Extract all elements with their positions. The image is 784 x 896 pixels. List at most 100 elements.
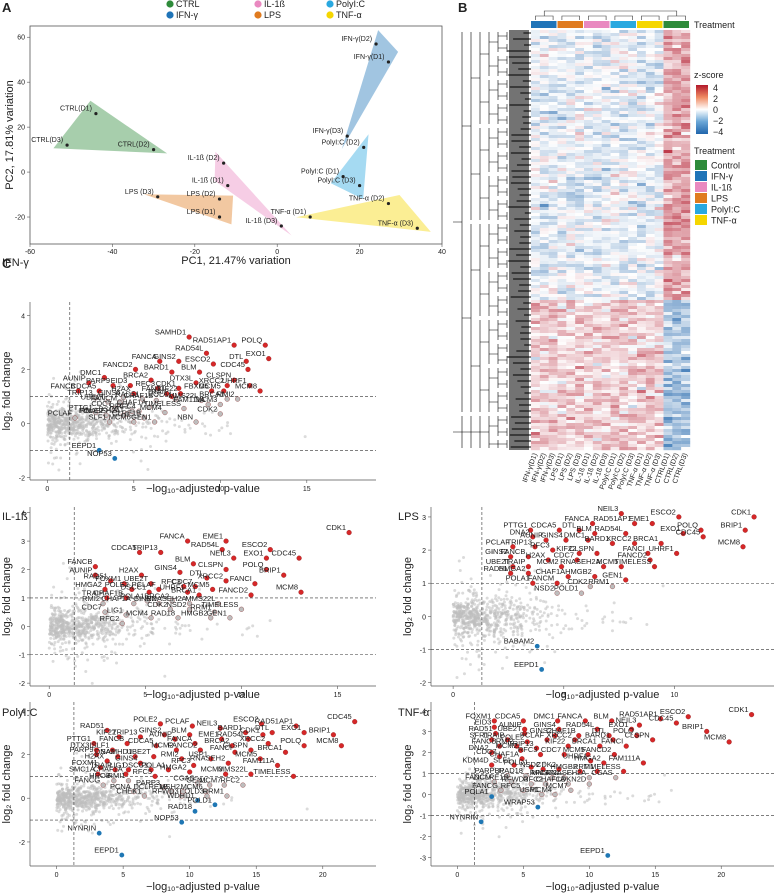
- pca-point: [65, 143, 69, 147]
- heatmap-cell: [592, 63, 602, 67]
- heatmap-cell: [628, 30, 638, 34]
- heatmap-cell: [663, 96, 673, 100]
- ns-point: [78, 370, 82, 374]
- heatmap-cell: [681, 372, 691, 376]
- ns-point: [127, 632, 131, 636]
- heatmap-cell: [619, 123, 629, 127]
- heatmap-cell: [645, 45, 655, 49]
- pca-point-label: CTRL(D3): [31, 137, 63, 144]
- heatmap-cell: [681, 309, 691, 313]
- heatmap-cell: [663, 444, 673, 448]
- ns-point: [79, 638, 83, 642]
- ns-point: [544, 627, 548, 631]
- heatmap-cell: [539, 237, 549, 241]
- heatmap-cell: [654, 273, 664, 277]
- ns-point: [481, 607, 485, 611]
- heatmap-cell: [637, 231, 647, 235]
- ns-point: [460, 605, 464, 609]
- ns-point: [90, 636, 94, 640]
- ns-point: [482, 662, 486, 666]
- heatmap-cell: [645, 327, 655, 331]
- zscore-tick: 4: [713, 83, 718, 93]
- heatmap-cell: [575, 321, 585, 325]
- gene-point: [223, 538, 229, 544]
- heatmap-cell: [584, 228, 594, 232]
- x-tick-label: 0: [275, 249, 279, 256]
- heatmap-cell: [663, 156, 673, 160]
- ns-point: [76, 607, 80, 611]
- ns-point: [544, 600, 548, 604]
- heatmap-cell: [654, 441, 664, 445]
- heatmap-cell: [584, 87, 594, 91]
- heatmap-cell: [584, 288, 594, 292]
- heatmap-cell: [637, 432, 647, 436]
- heatmap-cell: [681, 75, 691, 79]
- heatmap-cell: [637, 234, 647, 238]
- heatmap-cell: [557, 270, 567, 274]
- gene-label: BRCA1: [633, 534, 658, 543]
- heatmap-cell: [681, 249, 691, 253]
- heatmap-cell: [637, 39, 647, 43]
- heatmap-cell: [672, 312, 682, 316]
- heatmap-cell: [539, 162, 549, 166]
- heatmap-cell: [601, 102, 611, 106]
- heatmap-cell: [548, 234, 558, 238]
- zscore-colorbar: [696, 85, 708, 134]
- heatmap-cell: [619, 39, 629, 43]
- heatmap-cell: [548, 120, 558, 124]
- heatmap-cell: [566, 87, 576, 91]
- heatmap-cell: [645, 207, 655, 211]
- x-tick-label: 5: [562, 692, 566, 699]
- ns-point: [544, 619, 548, 623]
- ns-point: [142, 382, 146, 386]
- heatmap-cell: [645, 330, 655, 334]
- ns-point: [469, 604, 473, 608]
- heatmap-cell: [610, 156, 620, 160]
- ns-point: [116, 432, 120, 436]
- heatmap-cell: [672, 375, 682, 379]
- heatmap-cell: [663, 405, 673, 409]
- heatmap-cell: [601, 57, 611, 61]
- heatmap-cell: [584, 438, 594, 442]
- ns-point: [69, 405, 73, 409]
- heatmap-cell: [619, 342, 629, 346]
- heatmap-cell: [584, 360, 594, 364]
- heatmap-cell: [619, 51, 629, 55]
- heatmap-cell: [548, 111, 558, 115]
- heatmap-cell: [637, 162, 647, 166]
- heatmap-cell: [645, 393, 655, 397]
- heatmap-cell: [539, 330, 549, 334]
- heatmap-cell: [548, 105, 558, 109]
- heatmap-cell: [645, 36, 655, 40]
- heatmap-cell: [575, 330, 585, 334]
- heatmap-cell: [663, 141, 673, 145]
- ns-point: [104, 631, 108, 635]
- ns-point: [478, 614, 482, 618]
- heatmap-cell: [601, 447, 611, 451]
- ns-point: [143, 619, 147, 623]
- ns-point: [119, 384, 123, 388]
- heatmap-cell: [575, 342, 585, 346]
- heatmap-cell: [557, 195, 567, 199]
- heatmap-cell: [557, 132, 567, 136]
- heatmap-cell: [539, 291, 549, 295]
- heatmap-cell: [645, 81, 655, 85]
- heatmap-cell: [672, 291, 682, 295]
- gene-label: DMC1: [564, 531, 585, 540]
- heatmap-cell: [654, 381, 664, 385]
- heatmap-cell: [584, 243, 594, 247]
- heatmap-cell: [654, 258, 664, 262]
- heatmap-cell: [592, 279, 602, 283]
- ns-point: [117, 629, 121, 633]
- ns-point: [247, 626, 251, 630]
- heatmap-cell: [601, 312, 611, 316]
- heatmap-cell: [663, 363, 673, 367]
- heatmap-cell: [610, 363, 620, 367]
- heatmap-cell: [531, 180, 541, 184]
- heatmap-cell: [575, 177, 585, 181]
- heatmap-cell: [672, 447, 682, 451]
- heatmap-cell: [645, 135, 655, 139]
- heatmap-cell: [637, 249, 647, 253]
- heatmap-cell: [610, 408, 620, 412]
- heatmap-cell: [548, 243, 558, 247]
